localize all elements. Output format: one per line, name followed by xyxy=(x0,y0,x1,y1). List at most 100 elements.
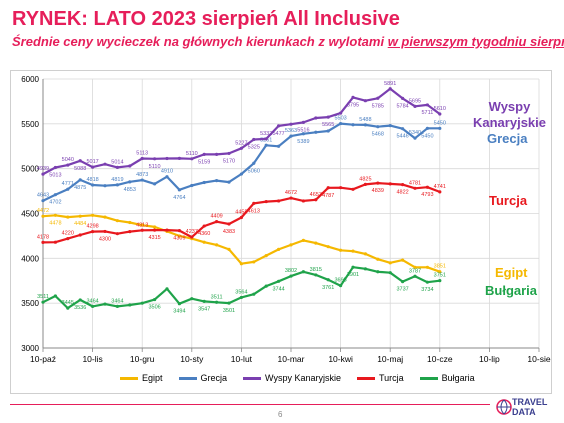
data-label-bulgaria: 3464 xyxy=(86,298,98,304)
data-point-egipt xyxy=(326,245,330,249)
data-point-wyspy-kanaryjskie xyxy=(351,95,355,99)
data-point-bulgaria xyxy=(115,304,119,308)
logo-text-data: DATA xyxy=(512,407,536,417)
data-label-wyspy-kanaryjskie: 5477 xyxy=(272,131,284,137)
data-point-grecja xyxy=(177,188,181,192)
data-point-grecja xyxy=(413,136,417,140)
data-point-egipt xyxy=(413,265,417,269)
data-label-wyspy-kanaryjskie: 5013 xyxy=(49,173,61,179)
data-point-wyspy-kanaryjskie xyxy=(388,87,392,91)
data-point-bulgaria xyxy=(215,300,219,304)
data-point-bulgaria xyxy=(165,287,169,291)
data-label-wyspy-kanaryjskie: 4939 xyxy=(37,166,49,172)
chart-legend: Egipt Grecja Wyspy Kanaryjskie Turcja Bu… xyxy=(120,373,475,383)
data-label-bulgaria: 3761 xyxy=(322,285,334,291)
data-point-turcja xyxy=(438,190,442,194)
x-tick-label: 10-gru xyxy=(130,354,155,364)
data-label-turcja: 4360 xyxy=(198,231,210,237)
data-point-grecja xyxy=(190,183,194,188)
x-tick-label: 10-lis xyxy=(82,354,102,364)
data-label-grecja: 5446 xyxy=(396,134,408,140)
data-point-turcja xyxy=(153,228,157,232)
data-label-grecja: 5503 xyxy=(334,116,346,122)
travel-data-logo: TRAVEL DATA xyxy=(496,394,558,420)
data-point-egipt xyxy=(41,214,45,218)
data-point-bulgaria xyxy=(413,274,417,278)
data-label-grecja: 5060 xyxy=(248,168,260,174)
data-point-turcja xyxy=(190,235,194,239)
data-label-grecja: 4910 xyxy=(161,169,173,175)
data-point-turcja xyxy=(351,187,355,191)
legend-label-wyspy: Wyspy Kanaryjskie xyxy=(265,373,341,383)
data-point-egipt xyxy=(401,258,405,262)
data-point-bulgaria xyxy=(103,302,107,306)
data-point-grecja xyxy=(103,184,107,188)
data-point-turcja xyxy=(66,237,70,241)
data-point-egipt xyxy=(66,215,70,219)
data-label-grecja: 4771 xyxy=(62,181,74,187)
data-label-wyspy-kanaryjskie: 5785 xyxy=(372,103,384,109)
data-point-bulgaria xyxy=(91,304,95,308)
data-point-egipt xyxy=(438,270,442,274)
data-label-grecja: 4764 xyxy=(173,195,185,201)
label-wyspy-line1: Wyspy xyxy=(488,99,531,114)
data-point-grecja xyxy=(277,144,281,148)
label-wyspy: Wyspy Kanaryjskie xyxy=(473,99,546,131)
data-point-bulgaria xyxy=(388,271,392,275)
data-point-grecja xyxy=(53,193,58,197)
data-point-grecja xyxy=(215,178,219,183)
data-point-turcja xyxy=(388,182,392,186)
data-point-grecja xyxy=(351,123,355,127)
data-point-bulgaria xyxy=(326,278,330,282)
data-point-egipt xyxy=(277,247,281,251)
data-point-egipt xyxy=(264,254,268,258)
data-label-grecja: 5450 xyxy=(421,133,433,139)
data-point-wyspy-kanaryjskie xyxy=(66,163,70,167)
data-label-bulgaria: 3536 xyxy=(74,305,86,311)
data-label-bulgaria: 3506 xyxy=(148,305,160,311)
data-point-grecja xyxy=(339,121,343,126)
page-title: RYNEK: LATO 2023 sierpień All Inclusive xyxy=(12,8,400,30)
data-point-wyspy-kanaryjskie xyxy=(91,165,95,169)
data-point-egipt xyxy=(252,260,256,264)
data-point-egipt xyxy=(202,240,206,244)
legend-label-grecja: Grecja xyxy=(200,373,228,383)
data-point-turcja xyxy=(239,215,243,220)
data-point-egipt xyxy=(215,243,219,247)
data-point-wyspy-kanaryjskie xyxy=(438,112,442,116)
legend-item-turcja: Turcja xyxy=(356,373,404,383)
data-point-wyspy-kanaryjskie xyxy=(128,164,132,168)
x-tick-label: 10-mar xyxy=(278,354,305,364)
subtitle-underlined-text: w pierwszym tygodniu sierpnia xyxy=(387,34,564,49)
data-point-bulgaria xyxy=(438,279,442,283)
data-label-turcja: 4825 xyxy=(359,176,371,182)
data-point-grecja xyxy=(376,125,380,129)
data-point-grecja xyxy=(326,129,330,133)
data-point-turcja xyxy=(363,182,367,186)
data-label-turcja: 4653 xyxy=(310,192,322,198)
data-point-bulgaria xyxy=(153,297,157,302)
data-point-turcja xyxy=(252,201,256,205)
data-label-turcja: 4298 xyxy=(86,224,98,230)
data-point-grecja xyxy=(239,172,243,176)
data-label-turcja: 4741 xyxy=(434,184,446,190)
data-point-wyspy-kanaryjskie xyxy=(301,120,305,124)
legend-label-egipt: Egipt xyxy=(142,373,163,383)
y-tick-label: 5000 xyxy=(21,165,39,174)
x-tick-label: 10-lip xyxy=(479,354,500,364)
legend-label-bulgaria: Bułgaria xyxy=(441,373,475,383)
data-point-egipt xyxy=(91,213,95,217)
data-point-turcja xyxy=(376,181,380,185)
data-point-turcja xyxy=(215,220,219,224)
data-point-grecja xyxy=(401,127,405,131)
x-tick-label: 10-paź xyxy=(30,354,56,364)
data-label-wyspy-kanaryjskie: 5332 xyxy=(260,131,272,137)
data-label-turcja: 4237 xyxy=(186,229,198,235)
data-point-bulgaria xyxy=(277,279,281,283)
data-label-bulgaria: 3787 xyxy=(409,268,421,274)
data-point-egipt xyxy=(289,243,293,247)
data-point-wyspy-kanaryjskie xyxy=(215,152,219,157)
data-point-bulgaria xyxy=(363,267,367,271)
data-label-bulgaria: 3445 xyxy=(62,300,74,306)
data-label-bulgaria: 3494 xyxy=(173,309,185,315)
